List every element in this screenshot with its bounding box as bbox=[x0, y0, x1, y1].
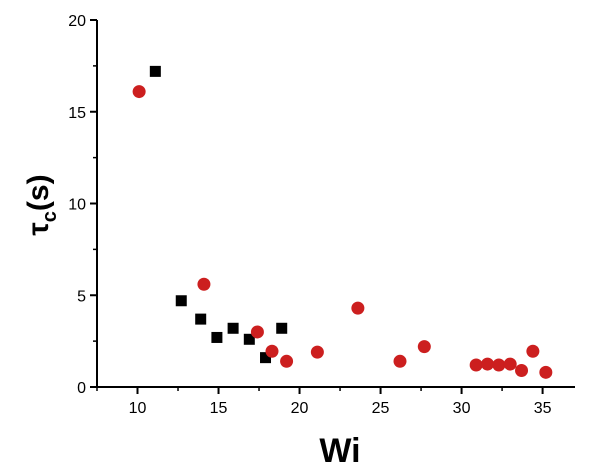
y-tick-label: 0 bbox=[77, 380, 86, 397]
x-axis-label: Wi bbox=[319, 432, 360, 470]
data-point-circle bbox=[539, 365, 553, 379]
y-axis-ticks: 0 5 10 15 20 bbox=[68, 13, 97, 397]
data-point-circle bbox=[417, 340, 431, 354]
data-point-square bbox=[243, 333, 255, 345]
data-point-square bbox=[195, 313, 207, 325]
data-point-square bbox=[276, 322, 288, 334]
x-tick-label: 30 bbox=[453, 400, 471, 417]
data-points bbox=[132, 65, 553, 379]
data-point-square bbox=[175, 295, 187, 307]
x-tick-label: 20 bbox=[291, 400, 309, 417]
data-point-circle bbox=[393, 354, 407, 368]
data-point-circle bbox=[310, 345, 324, 359]
data-point-square bbox=[211, 331, 223, 343]
data-point-circle bbox=[503, 357, 517, 371]
y-tick-label: 5 bbox=[77, 288, 86, 305]
data-point-circle bbox=[197, 277, 211, 291]
data-point-circle bbox=[515, 363, 529, 377]
data-point-square bbox=[227, 322, 239, 334]
y-axis-label-unit: (s) bbox=[22, 174, 55, 211]
data-point-circle bbox=[280, 354, 294, 368]
x-tick-label: 25 bbox=[372, 400, 390, 417]
data-point-square bbox=[149, 65, 161, 77]
svg-text:τc(s): τc(s) bbox=[22, 174, 61, 235]
y-tick-label: 10 bbox=[68, 197, 86, 214]
y-axis-label-symbol: τ bbox=[22, 222, 55, 235]
data-point-circle bbox=[481, 357, 495, 371]
data-point-circle bbox=[351, 301, 365, 315]
y-axis-label: τc(s) bbox=[22, 174, 61, 235]
data-point-circle bbox=[526, 344, 540, 358]
data-point-circle bbox=[469, 358, 483, 372]
data-point-circle bbox=[132, 85, 146, 99]
x-tick-label: 15 bbox=[210, 400, 228, 417]
data-point-circle bbox=[492, 358, 506, 372]
data-point-circle bbox=[250, 325, 264, 339]
y-axis-label-subscript: c bbox=[39, 211, 61, 222]
y-tick-label: 15 bbox=[68, 105, 86, 122]
data-point-circle bbox=[265, 344, 279, 358]
x-axis-ticks: 10 15 20 25 30 35 bbox=[96, 387, 552, 417]
x-tick-label: 35 bbox=[534, 400, 552, 417]
x-tick-label: 10 bbox=[129, 400, 147, 417]
data-point-square bbox=[260, 352, 272, 364]
y-tick-label: 20 bbox=[68, 13, 86, 30]
plot-frame bbox=[96, 20, 575, 388]
